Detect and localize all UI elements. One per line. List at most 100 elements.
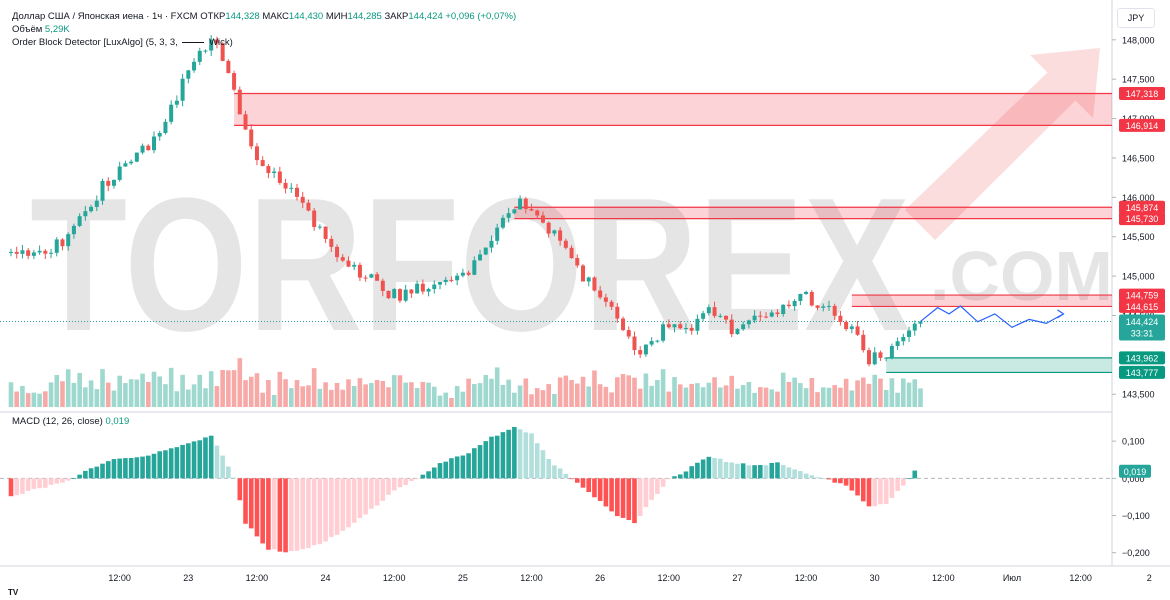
volume-bar — [409, 382, 414, 407]
macd-bar — [517, 429, 523, 479]
candle-body — [60, 239, 65, 247]
macd-bar — [168, 448, 174, 479]
candle-body — [163, 121, 168, 134]
volume-bar — [94, 389, 100, 407]
low-label: МИН — [325, 11, 348, 22]
macd-bar — [83, 470, 88, 479]
macd-bar — [746, 465, 752, 479]
macd-value-label: 0,019 — [1124, 467, 1147, 477]
macd-bar — [123, 458, 128, 479]
macd-bar — [157, 451, 163, 479]
candle-body — [764, 316, 769, 318]
volume-bar — [231, 370, 237, 407]
volume-bar — [243, 380, 248, 407]
volume-bar — [43, 391, 48, 407]
order-block-price-label: 145,874 — [1126, 203, 1159, 213]
macd-bar — [111, 459, 117, 479]
change-value: +0,096 (+0,07%) — [445, 11, 517, 22]
volume-bar — [134, 379, 140, 407]
candle-body — [123, 163, 128, 167]
open-label: ОТКР — [200, 11, 226, 22]
volume-bar — [157, 376, 163, 407]
candle-body — [209, 39, 214, 51]
open-value: 144,328 — [225, 11, 260, 22]
macd-bar — [180, 444, 185, 479]
candle-body — [83, 211, 88, 217]
volume-bar — [700, 387, 706, 407]
candle-body — [43, 250, 48, 254]
candle-body — [844, 321, 849, 330]
volume-bar — [557, 377, 563, 407]
candle-body — [129, 161, 134, 164]
candle-body — [615, 306, 620, 319]
volume-bar — [65, 369, 71, 407]
candle-body — [609, 301, 614, 307]
macd-bar — [649, 478, 654, 500]
order-block-price-tag — [1119, 200, 1165, 214]
volume-bar — [431, 386, 437, 407]
macd-bar — [637, 478, 643, 516]
symbol-line[interactable]: Доллар США / Японская иена · 1ч · FXCM — [12, 11, 198, 22]
candle-body — [192, 61, 197, 71]
volume-bar — [123, 383, 128, 407]
volume-bar — [815, 392, 820, 407]
candle-body — [386, 290, 391, 299]
candle-body — [146, 145, 151, 151]
volume-bar — [191, 384, 197, 407]
volume-bar — [260, 392, 265, 407]
indicator-name[interactable]: Order Block Detector [LuxAlgo] (5, 3, 3, — [12, 37, 178, 48]
volume-bar — [534, 388, 540, 407]
macd-bar — [855, 478, 860, 496]
candle-body — [712, 307, 717, 316]
candle-body — [306, 202, 311, 211]
macd-bar — [609, 478, 614, 512]
candle-body — [415, 283, 420, 294]
time-tick-label: 12:00 — [108, 573, 131, 583]
candle-body — [821, 306, 826, 308]
volume-bar — [277, 371, 283, 407]
macd-bar — [20, 478, 25, 494]
macd-tick-label: −0,100 — [1122, 511, 1150, 521]
volume-bar — [494, 367, 500, 407]
macd-bar — [500, 432, 506, 479]
order-block-price-tag — [1119, 299, 1165, 313]
volume-bar — [323, 382, 328, 407]
candle-body — [626, 330, 631, 337]
candle-body — [540, 215, 545, 223]
volume-bar — [460, 391, 466, 407]
macd-bar — [843, 478, 849, 486]
candle-body — [855, 326, 860, 335]
volume-bar — [580, 376, 586, 407]
candle-body — [312, 210, 317, 228]
volume-bar — [437, 395, 443, 407]
candle-body — [500, 217, 505, 228]
candle-body — [111, 179, 116, 186]
candle-body — [37, 250, 42, 253]
volume-bar — [752, 392, 757, 407]
candle-body — [678, 324, 683, 329]
volume-bar — [860, 377, 866, 407]
volume-bar — [363, 384, 368, 407]
candle-body — [569, 247, 574, 259]
macd-label[interactable]: MACD (12, 26, close) — [12, 416, 103, 427]
macd-bar — [391, 478, 397, 491]
candle-body — [375, 274, 380, 281]
volume-bar — [203, 388, 208, 407]
time-tick-label: Июл — [1003, 573, 1021, 583]
candle-body — [661, 324, 666, 341]
time-tick-label: 2 — [1147, 573, 1152, 583]
price-tick-label: 143,500 — [1122, 390, 1155, 400]
macd-bar — [603, 478, 609, 507]
macd-bar — [489, 436, 494, 479]
macd-bar — [43, 478, 48, 488]
currency-button[interactable]: JPY — [1117, 8, 1155, 28]
macd-bar — [677, 474, 683, 479]
volume-label[interactable]: Объём — [12, 24, 43, 35]
forecast-path — [920, 305, 1064, 328]
macd-bar — [717, 458, 723, 479]
volume-bar — [254, 373, 260, 407]
macd-bar — [563, 473, 569, 479]
volume-bar — [14, 391, 20, 407]
macd-bar — [592, 478, 597, 498]
